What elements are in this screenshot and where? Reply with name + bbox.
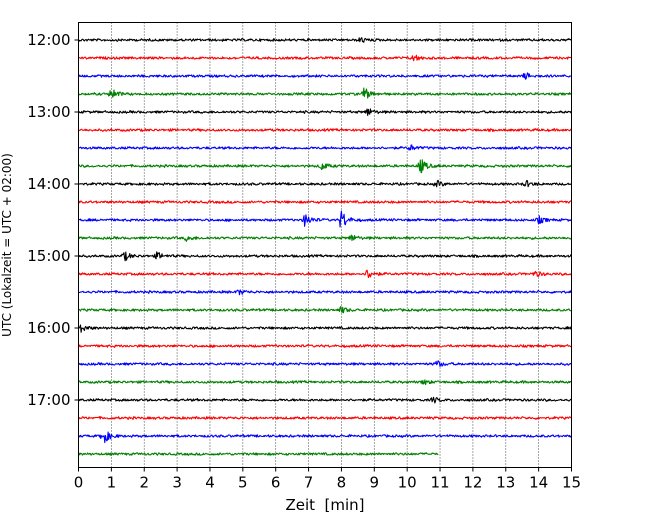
y-tick-label: 17:00 <box>27 391 70 409</box>
x-tick-label: 8 <box>337 474 347 492</box>
x-tick-label: 0 <box>74 474 84 492</box>
trace-1230 <box>78 72 572 80</box>
trace-1445 <box>78 234 572 242</box>
trace-1715 <box>78 416 572 420</box>
grid-lines <box>111 22 539 468</box>
trace-1615 <box>78 344 572 348</box>
x-tick-label: 15 <box>562 474 581 492</box>
x-tick-label: 4 <box>205 474 215 492</box>
y-axis-label: UTC (Lokalzeit = UTC + 02:00) <box>0 153 14 337</box>
trace-1630 <box>78 360 572 367</box>
trace-1515 <box>78 269 572 279</box>
trace-1600 <box>78 324 572 333</box>
trace-1545 <box>78 306 572 314</box>
trace-1315 <box>78 128 572 132</box>
x-tick-label: 12 <box>463 474 482 492</box>
y-tick-label: 14:00 <box>27 175 70 193</box>
x-tick-label: 2 <box>139 474 149 492</box>
trace-1700 <box>78 396 572 404</box>
x-tick-label: 6 <box>271 474 281 492</box>
x-axis-ticks: 0 1 2 3 4 5 6 7 8 9 10 11 12 13 14 15 <box>74 467 581 492</box>
trace-1745 <box>78 452 439 456</box>
x-tick-label: 5 <box>238 474 248 492</box>
x-tick-label: 14 <box>529 474 548 492</box>
x-tick-label: 10 <box>398 474 417 492</box>
y-tick-label: 12:00 <box>27 31 70 49</box>
x-tick-label: 11 <box>430 474 449 492</box>
x-tick-label: 1 <box>107 474 117 492</box>
trace-1400 <box>78 179 572 188</box>
y-tick-label: 15:00 <box>27 247 70 265</box>
x-tick-label: 7 <box>304 474 314 492</box>
x-tick-label: 13 <box>496 474 515 492</box>
y-tick-label: 16:00 <box>27 319 70 337</box>
x-tick-label: 3 <box>172 474 182 492</box>
trace-1730 <box>78 431 572 444</box>
trace-1300 <box>78 108 572 116</box>
trace-1200 <box>77 37 572 43</box>
trace-layer <box>77 37 573 456</box>
trace-1645 <box>78 379 572 386</box>
plot-frame <box>78 22 572 468</box>
x-tick-label: 9 <box>370 474 380 492</box>
trace-1345 <box>78 159 572 174</box>
trace-1330 <box>78 144 572 151</box>
trace-1245 <box>78 87 572 99</box>
y-axis-ticks: 12:00 13:00 14:00 15:00 16:00 17:00 <box>27 31 79 409</box>
trace-1430 <box>78 210 573 228</box>
trace-1530 <box>78 289 572 296</box>
x-axis-label: Zeit [min] <box>285 496 364 514</box>
trace-1415 <box>78 200 572 204</box>
trace-1500 <box>78 251 572 262</box>
trace-1215 <box>78 54 572 62</box>
y-tick-label: 13:00 <box>27 103 70 121</box>
